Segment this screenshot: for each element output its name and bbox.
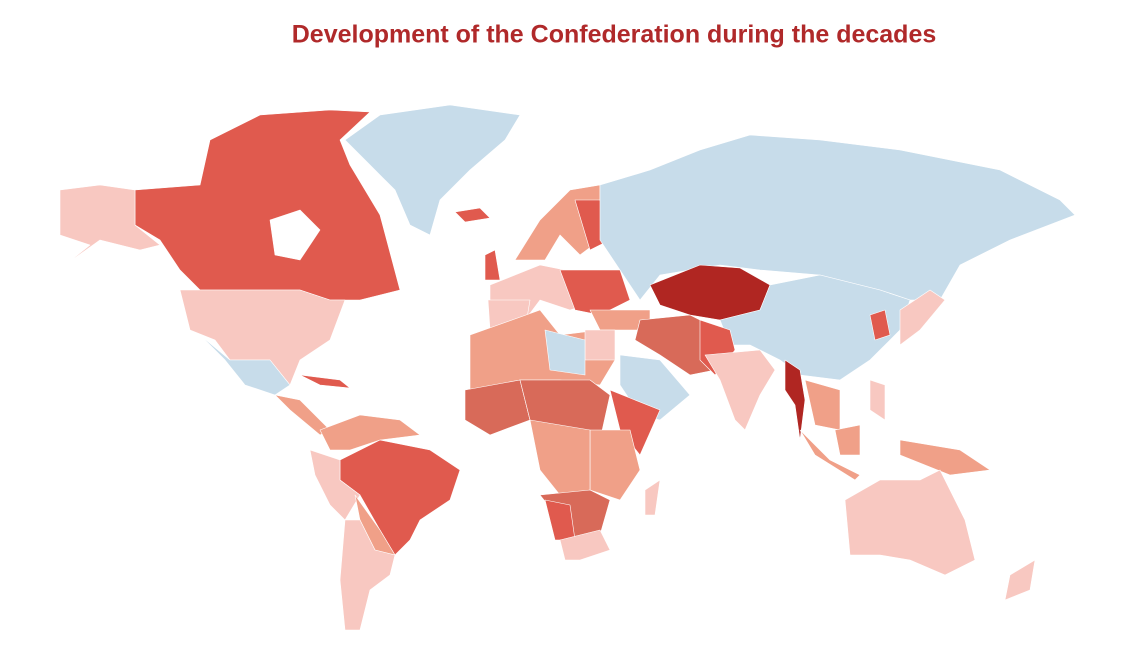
new-guinea — [899, 439, 991, 476]
myanmar — [784, 359, 806, 441]
philippines — [869, 379, 886, 421]
world-map — [59, 104, 1076, 631]
cuba — [299, 374, 351, 389]
iceland — [454, 207, 491, 223]
india — [704, 349, 776, 431]
new-zealand — [1004, 559, 1036, 601]
madagascar — [644, 479, 661, 516]
southeast-asia — [804, 379, 841, 431]
argentina-chile — [339, 519, 396, 631]
greenland — [344, 104, 521, 236]
uk — [484, 249, 501, 281]
peru — [309, 449, 361, 521]
usa — [179, 289, 346, 386]
china — [719, 274, 911, 381]
libya — [544, 329, 586, 376]
west-africa — [464, 379, 531, 436]
borneo — [834, 424, 861, 456]
japan — [899, 289, 946, 346]
iran — [634, 314, 721, 376]
east-africa — [589, 429, 641, 501]
congo — [529, 419, 591, 496]
hudson-bay — [269, 209, 321, 261]
central-america — [274, 394, 331, 436]
eastern-europe — [559, 269, 631, 316]
south-africa — [559, 529, 611, 561]
mexico — [199, 334, 291, 396]
map-title: Development of the Confederation during … — [292, 21, 937, 49]
australia — [844, 469, 976, 576]
canada — [134, 109, 401, 301]
egypt — [584, 329, 616, 361]
korea — [869, 309, 891, 341]
alaska — [59, 184, 161, 266]
russia — [599, 134, 1076, 301]
sumatra-java — [799, 429, 861, 481]
northern-south-america — [319, 414, 421, 451]
horn-of-africa — [609, 389, 661, 456]
